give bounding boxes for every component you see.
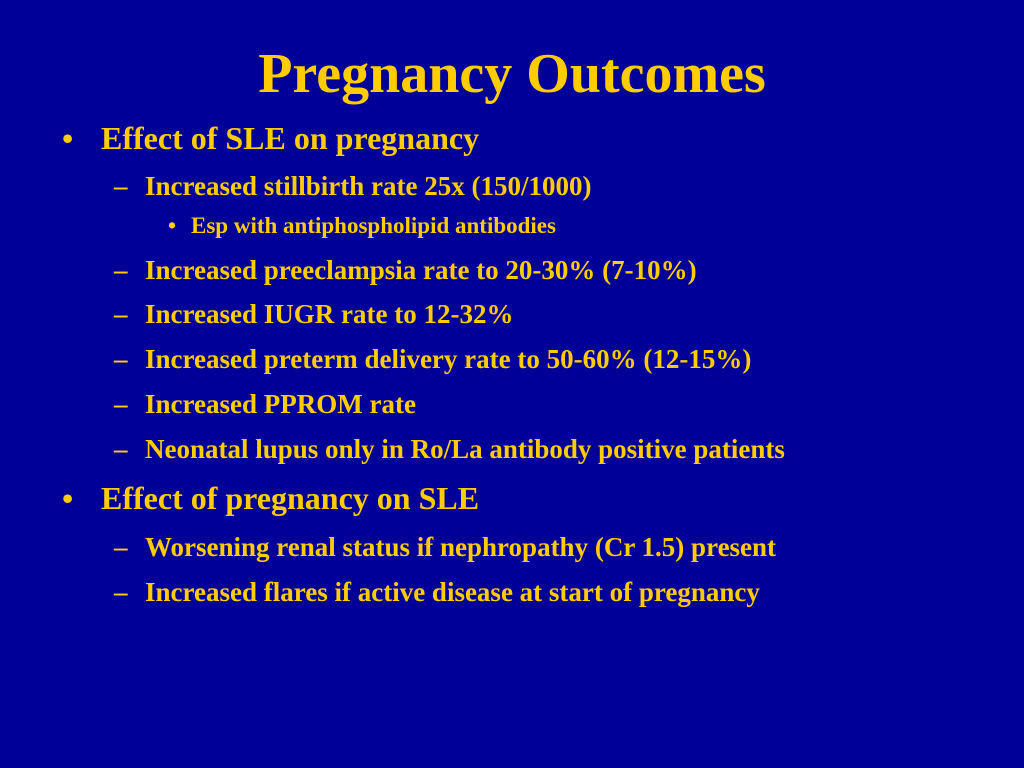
bullet-level2: – — [114, 434, 128, 464]
bullet-level2: – — [114, 299, 128, 329]
list-item: Increased IUGR rate to 12-32% — [145, 299, 514, 329]
list-item: Increased preterm delivery rate to 50-60… — [145, 344, 752, 374]
bullet-level2: – — [114, 389, 128, 419]
bullet-level1: • — [62, 480, 74, 516]
list-item: Esp with antiphospholipid antibodies — [191, 213, 556, 238]
bullet-level2: – — [114, 255, 128, 285]
list-item: Neonatal lupus only in Ro/La antibody po… — [145, 434, 785, 464]
list-item: Worsening renal status if nephropathy (C… — [145, 532, 777, 562]
bullet-level2: – — [114, 532, 128, 562]
bullet-level1: • — [62, 120, 74, 156]
bullet-level2: – — [114, 344, 128, 374]
list-item: Effect of pregnancy on SLE — [101, 480, 480, 516]
bullet-level3: • — [168, 213, 177, 238]
slide-title: Pregnancy Outcomes — [258, 43, 766, 105]
bullet-level2: – — [114, 577, 128, 607]
bullet-level2: – — [114, 171, 128, 201]
list-item: Increased stillbirth rate 25x (150/1000) — [145, 171, 592, 201]
list-item: Increased PPROM rate — [145, 389, 416, 419]
list-item: Increased flares if active disease at st… — [145, 577, 760, 607]
list-item: Increased preeclampsia rate to 20-30% (7… — [145, 255, 697, 285]
list-item: Effect of SLE on pregnancy — [101, 120, 480, 156]
